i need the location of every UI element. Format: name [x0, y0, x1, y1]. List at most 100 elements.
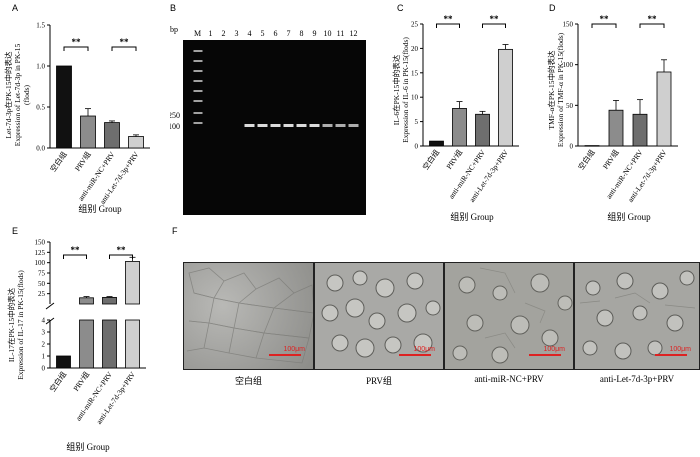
cell-texture	[579, 270, 696, 360]
ladder-band	[193, 122, 203, 124]
ladder-band	[193, 90, 203, 92]
y-tick-label: 0	[570, 143, 574, 151]
y-tick-label: 100	[563, 61, 574, 69]
x-tick-label: PRV组	[600, 147, 621, 171]
chart-e-il17-expression: IL-17在PK-15中的表达 Expression of IL-17 in P…	[6, 239, 146, 452]
pcr-band	[244, 124, 255, 127]
significance-bracket	[436, 23, 460, 28]
gel-bp-label: bp	[170, 25, 178, 34]
scale-bar	[269, 354, 301, 356]
chart-a-ylabel-cn: Let-7d-3p在PK-15中的表达	[3, 51, 13, 139]
significance-bracket	[639, 23, 665, 28]
panel-letter-b: B	[170, 3, 177, 13]
pcr-band	[322, 124, 333, 127]
cell-texture	[452, 267, 573, 364]
y-tick-label: 25	[411, 21, 419, 29]
bar	[79, 297, 94, 305]
bar	[498, 48, 513, 147]
y-tick-label: 1.0	[36, 63, 45, 71]
y-tick-label: 75	[38, 270, 46, 278]
micrograph-prv: 100μm	[314, 262, 444, 370]
bar	[80, 115, 96, 149]
significance-stars: **	[120, 37, 130, 47]
bar	[656, 71, 672, 147]
gel-marker-250: 250	[170, 111, 180, 120]
significance-stars: **	[72, 37, 82, 47]
cell-texture	[321, 270, 441, 358]
scale-bar	[529, 354, 561, 356]
y-tick-label: 125	[35, 249, 46, 257]
gel-lane-label: 1	[208, 29, 213, 38]
caption-anti-let7d: anti-Let-7d-3p+PRV	[599, 374, 675, 384]
gel-marker-100: 100	[170, 122, 180, 131]
y-tick-label: 150	[563, 21, 574, 29]
significance-stars: **	[117, 245, 127, 255]
y-tick-label: 100	[35, 259, 46, 267]
ladder-band	[193, 112, 203, 114]
chart-d-tmf-expression: TMF-α在PK-15中的表达 Expression of TMF-α in P…	[546, 14, 678, 222]
gel-lane-label: M	[193, 29, 202, 38]
y-tick-label: 50	[38, 280, 46, 288]
panel-letter-c: C	[397, 3, 404, 13]
gel-labels: bp 250 100	[170, 25, 180, 131]
gel-lane-label: 3	[234, 29, 239, 38]
y-tick-label: 3	[42, 329, 46, 337]
x-tick-label: 空白组	[420, 147, 441, 172]
pcr-band	[348, 124, 359, 127]
panel-letter-e: E	[12, 226, 19, 236]
significance-bracket	[63, 46, 89, 51]
micrograph-anti-mir-nc: 100μm	[444, 262, 574, 370]
chart-c-ylabel-en: Expression of IL-6 in PK-15(flods)	[401, 37, 410, 143]
y-tick-label: 1.5	[36, 22, 45, 30]
y-tick-label: 25	[38, 290, 46, 298]
y-tick-label: 50	[566, 102, 574, 110]
y-tick-label: 15	[411, 69, 419, 77]
ladder-band	[193, 80, 203, 82]
pcr-band	[270, 124, 281, 127]
y-tick-label: 0	[415, 143, 419, 151]
y-tick-label: 0.0	[36, 145, 45, 153]
micrograph-anti-let7d: 100μm	[574, 262, 700, 370]
scale-label: 100μm	[543, 346, 565, 353]
ladder-band	[193, 100, 203, 102]
gel-lane-label: 10	[323, 29, 332, 38]
bar-lower-segment	[125, 319, 140, 369]
chart-c-ylabel-cn: IL-6在PK-15中的表达	[391, 54, 401, 125]
x-tick-label: PRV组	[72, 149, 93, 173]
pcr-band	[296, 124, 307, 127]
x-tick-label: 空白组	[48, 149, 69, 174]
chart-a-xlabel: 组别 Group	[78, 203, 122, 214]
y-tick-label: 150	[35, 239, 46, 247]
gel-lane-label: 6	[273, 29, 278, 38]
panel-letter-f: F	[172, 226, 178, 236]
chart-a-ylabel-en: Expression of Let-7d-3p in PK-15	[13, 44, 22, 147]
bar	[56, 355, 71, 369]
cell-texture	[186, 267, 313, 364]
bar	[56, 65, 72, 149]
significance-bracket	[63, 254, 87, 259]
micrograph-blank: 100μm	[183, 262, 314, 370]
significance-stars: **	[648, 14, 658, 24]
gel-lane-label: 4	[247, 29, 252, 38]
panel-letter-a: A	[12, 3, 19, 13]
bar	[584, 145, 600, 147]
panel-letter-d: D	[549, 3, 556, 13]
caption-blank: 空白组	[234, 376, 262, 386]
x-tick-label: 空白组	[47, 369, 68, 394]
y-tick-label: 0.5	[36, 104, 45, 112]
x-tick-label: 空白组	[576, 147, 597, 172]
ladder-band	[193, 50, 203, 52]
scale-label: 100μm	[413, 346, 435, 353]
chart-c-il6-expression: IL-6在PK-15中的表达 Expression of IL-6 in PK-…	[391, 14, 519, 222]
bar-lower-segment	[102, 319, 117, 369]
scale-bar	[655, 354, 687, 356]
bar	[429, 140, 444, 147]
bar	[128, 136, 144, 149]
y-tick-label: 20	[411, 45, 419, 53]
chart-d-ylabel-en: Expression of TMF-α in PK-15(flods)	[556, 32, 565, 147]
y-tick-label: 1	[42, 353, 46, 361]
significance-bracket	[111, 46, 137, 51]
agarose-gel-image	[183, 40, 366, 215]
significance-bracket	[482, 23, 506, 28]
bar	[125, 261, 140, 305]
